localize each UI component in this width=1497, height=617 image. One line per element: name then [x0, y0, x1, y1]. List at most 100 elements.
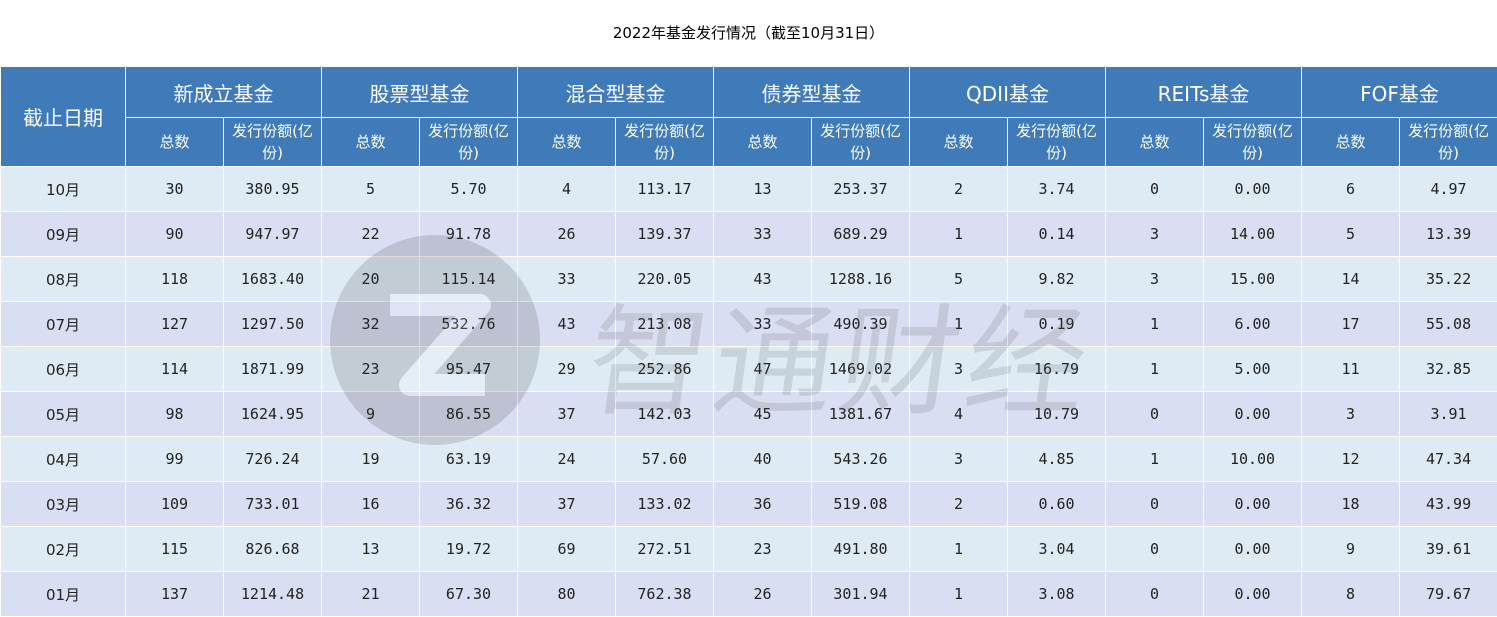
- header-group-bond: 债券型基金: [714, 67, 910, 118]
- cell-date: 02月: [1, 527, 126, 572]
- cell-amount: 115.14: [420, 257, 518, 302]
- subheader-amount: 发行份额(亿份): [812, 118, 910, 167]
- cell-count: 98: [126, 392, 224, 437]
- cell-amount: 142.03: [616, 392, 714, 437]
- cell-amount: 220.05: [616, 257, 714, 302]
- cell-amount: 6.00: [1204, 302, 1302, 347]
- cell-amount: 35.22: [1400, 257, 1497, 302]
- cell-amount: 13.39: [1400, 212, 1497, 257]
- subheader-amount: 发行份额(亿份): [1400, 118, 1497, 167]
- cell-count: 3: [1302, 392, 1400, 437]
- cell-date: 10月: [1, 167, 126, 212]
- cell-count: 22: [322, 212, 420, 257]
- cell-count: 90: [126, 212, 224, 257]
- cell-amount: 5.00: [1204, 347, 1302, 392]
- cell-count: 5: [910, 257, 1008, 302]
- cell-date: 05月: [1, 392, 126, 437]
- cell-amount: 39.61: [1400, 527, 1497, 572]
- cell-count: 0: [1106, 572, 1204, 617]
- cell-date: 06月: [1, 347, 126, 392]
- cell-count: 1: [1106, 437, 1204, 482]
- cell-amount: 10.79: [1008, 392, 1106, 437]
- cell-count: 37: [518, 482, 616, 527]
- cell-amount: 0.00: [1204, 167, 1302, 212]
- cell-count: 114: [126, 347, 224, 392]
- cell-count: 1: [1106, 302, 1204, 347]
- cell-amount: 726.24: [224, 437, 322, 482]
- cell-amount: 1871.99: [224, 347, 322, 392]
- cell-amount: 0.00: [1204, 572, 1302, 617]
- cell-count: 13: [714, 167, 812, 212]
- subheader-count: 总数: [714, 118, 812, 167]
- cell-count: 33: [714, 302, 812, 347]
- cell-amount: 213.08: [616, 302, 714, 347]
- subheader-amount: 发行份额(亿份): [1008, 118, 1106, 167]
- cell-amount: 14.00: [1204, 212, 1302, 257]
- page-title: 2022年基金发行情况（截至10月31日）: [0, 0, 1497, 66]
- cell-count: 1: [910, 212, 1008, 257]
- subheader-amount: 发行份额(亿份): [616, 118, 714, 167]
- cell-amount: 133.02: [616, 482, 714, 527]
- cell-amount: 253.37: [812, 167, 910, 212]
- cell-count: 69: [518, 527, 616, 572]
- cell-date: 08月: [1, 257, 126, 302]
- subheader-count: 总数: [518, 118, 616, 167]
- cell-count: 26: [518, 212, 616, 257]
- cell-amount: 532.76: [420, 302, 518, 347]
- cell-amount: 0.14: [1008, 212, 1106, 257]
- cell-count: 1: [910, 572, 1008, 617]
- subheader-count: 总数: [910, 118, 1008, 167]
- cell-count: 19: [322, 437, 420, 482]
- cell-amount: 3.91: [1400, 392, 1497, 437]
- cell-count: 1: [910, 302, 1008, 347]
- cell-count: 24: [518, 437, 616, 482]
- cell-count: 33: [714, 212, 812, 257]
- cell-count: 32: [322, 302, 420, 347]
- subheader-amount: 发行份额(亿份): [1204, 118, 1302, 167]
- cell-count: 115: [126, 527, 224, 572]
- cell-count: 118: [126, 257, 224, 302]
- cell-amount: 3.08: [1008, 572, 1106, 617]
- cell-count: 4: [910, 392, 1008, 437]
- cell-count: 0: [1106, 527, 1204, 572]
- cell-amount: 733.01: [224, 482, 322, 527]
- cell-count: 137: [126, 572, 224, 617]
- cell-count: 30: [126, 167, 224, 212]
- cell-count: 0: [1106, 482, 1204, 527]
- cell-count: 45: [714, 392, 812, 437]
- header-group-fof: FOF基金: [1302, 67, 1497, 118]
- cell-amount: 0.19: [1008, 302, 1106, 347]
- cell-count: 47: [714, 347, 812, 392]
- cell-amount: 947.97: [224, 212, 322, 257]
- subheader-count: 总数: [1106, 118, 1204, 167]
- cell-amount: 272.51: [616, 527, 714, 572]
- cell-count: 20: [322, 257, 420, 302]
- cell-amount: 1297.50: [224, 302, 322, 347]
- cell-count: 80: [518, 572, 616, 617]
- cell-amount: 43.99: [1400, 482, 1497, 527]
- cell-amount: 10.00: [1204, 437, 1302, 482]
- cell-count: 3: [910, 437, 1008, 482]
- cell-amount: 380.95: [224, 167, 322, 212]
- cell-count: 3: [1106, 212, 1204, 257]
- cell-date: 03月: [1, 482, 126, 527]
- cell-count: 43: [518, 302, 616, 347]
- cell-amount: 1624.95: [224, 392, 322, 437]
- cell-count: 9: [1302, 527, 1400, 572]
- cell-count: 36: [714, 482, 812, 527]
- cell-count: 9: [322, 392, 420, 437]
- cell-count: 2: [910, 482, 1008, 527]
- cell-amount: 19.72: [420, 527, 518, 572]
- cell-amount: 95.47: [420, 347, 518, 392]
- cell-count: 8: [1302, 572, 1400, 617]
- cell-count: 11: [1302, 347, 1400, 392]
- cell-count: 33: [518, 257, 616, 302]
- cell-amount: 0.00: [1204, 392, 1302, 437]
